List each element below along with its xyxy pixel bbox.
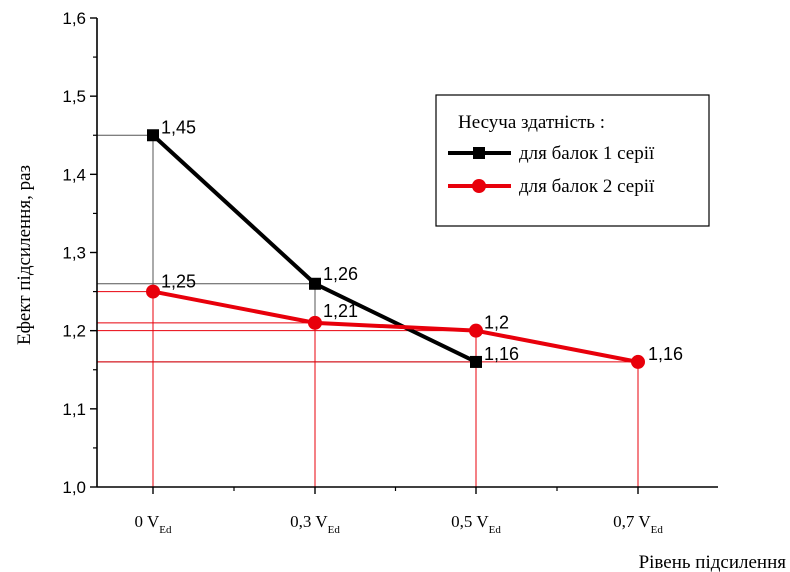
y-tick-label: 1,6: [62, 9, 86, 28]
data-point-circle: [146, 284, 160, 299]
data-label: 1,16: [648, 344, 683, 364]
x-tick-label: 0,3 VEd: [290, 512, 340, 536]
y-tick-label: 1,3: [62, 244, 86, 263]
y-tick-label: 1,1: [62, 400, 86, 419]
data-label: 1,2: [484, 313, 509, 333]
x-tick-label: 0,5 VEd: [451, 512, 501, 536]
legend-marker-square: [473, 147, 485, 159]
data-label: 1,26: [323, 264, 358, 284]
data-point-circle: [469, 323, 483, 338]
data-label: 1,16: [484, 344, 519, 364]
y-tick-label: 1,2: [62, 322, 86, 341]
data-label: 1,45: [161, 117, 196, 137]
data-point-circle: [631, 354, 645, 369]
x-axis-title: Рівень підсилення: [639, 552, 787, 572]
data-point-square: [309, 277, 321, 290]
legend-label: для балок 2 серії: [519, 176, 655, 197]
data-label: 1,25: [161, 272, 196, 292]
data-point-square: [147, 129, 159, 142]
y-axis-title: Ефект підсилення, раз: [14, 165, 35, 345]
legend-box: [435, 94, 710, 227]
series-line: [152, 289, 639, 364]
y-tick-label: 1,0: [62, 478, 86, 497]
x-tick-label: 0,7 VEd: [613, 512, 663, 536]
axes: 1,0 1,1 1,2 1,3 1,4 1,5 1,6 0 VEd 0,3 VEd 0,5 VEd…: [62, 9, 718, 536]
y-tick-label: 1,5: [62, 87, 86, 106]
data-point-square: [470, 355, 482, 368]
data-label: 1,21: [323, 301, 358, 321]
legend-label: для балок 1 серії: [519, 143, 655, 164]
legend-title: Несуча здатність :: [458, 112, 605, 133]
data-point-circle: [308, 315, 322, 330]
series-layer: [146, 129, 645, 369]
x-tick-label: 0 VEd: [135, 512, 172, 536]
legend: Несуча здатність : для балок 1 серії для б…: [435, 94, 710, 227]
data-labels: 1,45 1,26 1,16 1,25 1,21 1,2 1,16: [161, 117, 683, 364]
y-tick-label: 1,4: [62, 165, 86, 184]
legend-marker-circle: [472, 179, 486, 193]
